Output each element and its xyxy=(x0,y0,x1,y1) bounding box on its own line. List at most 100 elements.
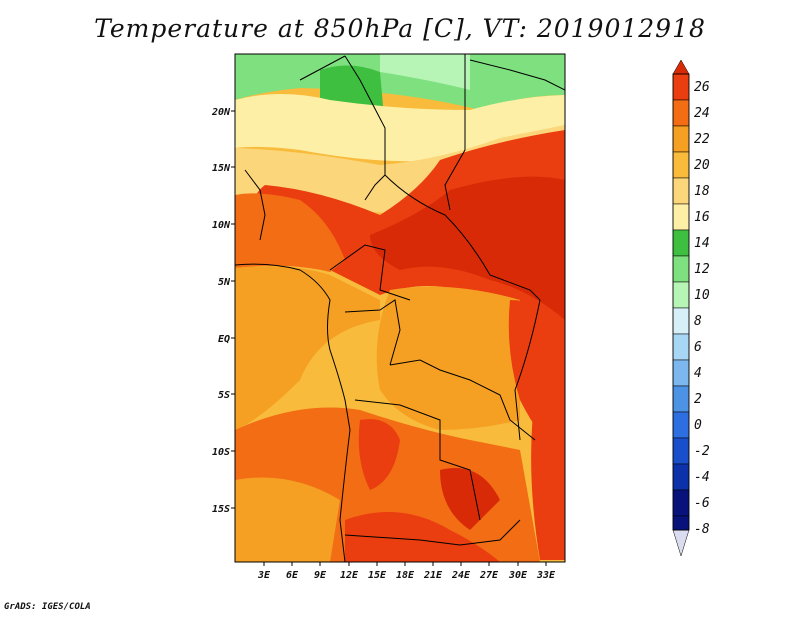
field-south-core xyxy=(440,468,500,530)
lat-tick: EQ xyxy=(218,334,235,345)
lon-tick-label: 15E xyxy=(368,570,387,581)
longitude-axis: 3E 6E 9E 12E 15E 18E 21E 24E 27E 30E 33E xyxy=(257,562,556,581)
lat-tick-label: 15S xyxy=(212,504,230,515)
lon-tick: 18E xyxy=(396,562,415,581)
border-gabon-congo xyxy=(344,299,401,366)
colorbar-swatch xyxy=(672,177,690,205)
field-east-lakes xyxy=(508,300,565,460)
colorbar-swatch xyxy=(672,73,690,101)
colorbar-label: 0 xyxy=(694,418,702,433)
lon-tick: 30E xyxy=(508,562,528,581)
colorbar-swatch xyxy=(672,359,690,387)
field-south-red xyxy=(345,512,500,562)
colorbar-swatch xyxy=(672,437,690,465)
map-title: Temperature at 850hPa [C], VT: 201901291… xyxy=(94,14,706,43)
field-central-basin xyxy=(376,286,520,430)
colorbar-label: 20 xyxy=(694,158,710,173)
border-egypt xyxy=(469,59,565,91)
lon-tick-label: 33E xyxy=(536,570,556,581)
colorbar-swatch xyxy=(672,411,690,439)
coastline xyxy=(235,263,351,562)
latitude-axis: 20N 15N 10N 5N EQ 5S 10S 15S xyxy=(211,107,235,515)
field-hottest-core xyxy=(370,176,565,320)
colorbar-swatch xyxy=(672,333,690,361)
lat-tick: 20N xyxy=(211,107,235,118)
border-lines xyxy=(235,54,565,562)
colorbar-swatch xyxy=(672,489,690,517)
lon-tick: 27E xyxy=(479,562,499,581)
colorbar-label: 24 xyxy=(694,106,710,121)
colorbar-swatch xyxy=(672,125,690,153)
field-angola-red xyxy=(358,419,400,490)
lon-tick-label: 21E xyxy=(423,570,443,581)
field-southwest-orange xyxy=(235,477,340,562)
lon-tick-label: 27E xyxy=(479,570,499,581)
colorbar-label: 26 xyxy=(694,80,710,95)
lon-tick-label: 9E xyxy=(314,570,327,581)
lat-tick-label: 20N xyxy=(211,107,231,118)
lat-tick-label: 10N xyxy=(212,220,231,231)
lat-tick: 5N xyxy=(218,277,235,288)
colorbar-label: 8 xyxy=(694,314,702,329)
border-niger-chad xyxy=(344,55,386,201)
border-lakes xyxy=(514,299,541,441)
lon-tick-label: 24E xyxy=(451,570,471,581)
lon-tick: 15E xyxy=(368,562,387,581)
border-chad-sudan xyxy=(444,54,466,211)
colorbar-swatch xyxy=(672,385,690,413)
field-central-west xyxy=(235,266,380,430)
colorbar-swatch xyxy=(672,229,690,257)
lat-tick: 10N xyxy=(212,220,235,231)
temperature-field xyxy=(235,54,565,562)
lat-tick: 15N xyxy=(212,163,235,174)
colorbar-label: 2 xyxy=(694,392,702,407)
colorbar-label: 4 xyxy=(694,366,702,381)
lat-tick-label: 5S xyxy=(218,390,230,401)
lon-tick: 9E xyxy=(314,562,327,581)
colorbar-label: 12 xyxy=(694,262,710,277)
lat-tick-label: 10S xyxy=(212,447,230,458)
border-car-south xyxy=(384,174,541,301)
lat-tick: 5S xyxy=(218,390,235,401)
colorbar-label: 22 xyxy=(694,132,710,147)
colorbar-swatch xyxy=(672,281,690,309)
field-west-orange xyxy=(235,193,345,272)
colorbar-swatch xyxy=(672,99,690,127)
border-angola-zambia xyxy=(354,399,481,521)
lat-tick-label: 5N xyxy=(218,277,231,288)
lon-tick: 33E xyxy=(536,562,556,581)
colorbar-label: -4 xyxy=(694,470,710,485)
plot-frame xyxy=(234,53,566,563)
lon-tick-label: 6E xyxy=(286,570,299,581)
colorbar-swatch-bottom-arrow xyxy=(672,529,690,557)
border-nigeria-west xyxy=(244,169,266,241)
lon-tick: 21E xyxy=(423,562,443,581)
colorbar-swatch xyxy=(672,463,690,491)
lon-tick: 6E xyxy=(286,562,299,581)
colorbar-swatch xyxy=(672,203,690,231)
border-drc-south xyxy=(389,359,536,441)
border-cameroon-car xyxy=(329,244,411,301)
lat-tick-label: EQ xyxy=(218,334,230,345)
lon-tick: 3E xyxy=(257,562,271,581)
colorbar-label: 10 xyxy=(694,288,710,303)
colorbar-swatch-top-arrow xyxy=(672,59,690,75)
lat-tick: 15S xyxy=(212,504,235,515)
lat-tick-label: 15N xyxy=(212,163,231,174)
colorbar-frame xyxy=(672,73,690,531)
lat-tick: 10S xyxy=(212,447,235,458)
lon-tick: 12E xyxy=(340,562,359,581)
field-pale-green xyxy=(380,54,470,90)
colorbar-label: -8 xyxy=(694,522,710,537)
colorbar-label: 14 xyxy=(694,236,710,251)
grads-credit: GrADS: IGES/COLA xyxy=(4,602,91,612)
colorbar-swatch xyxy=(672,255,690,283)
colorbar-label: 16 xyxy=(694,210,710,225)
colorbar-label: 18 xyxy=(694,184,710,199)
colorbar-label: -2 xyxy=(694,444,710,459)
lon-tick-label: 12E xyxy=(340,570,359,581)
lon-tick-label: 18E xyxy=(396,570,415,581)
lon-tick-label: 3E xyxy=(257,570,271,581)
lon-tick: 24E xyxy=(451,562,471,581)
